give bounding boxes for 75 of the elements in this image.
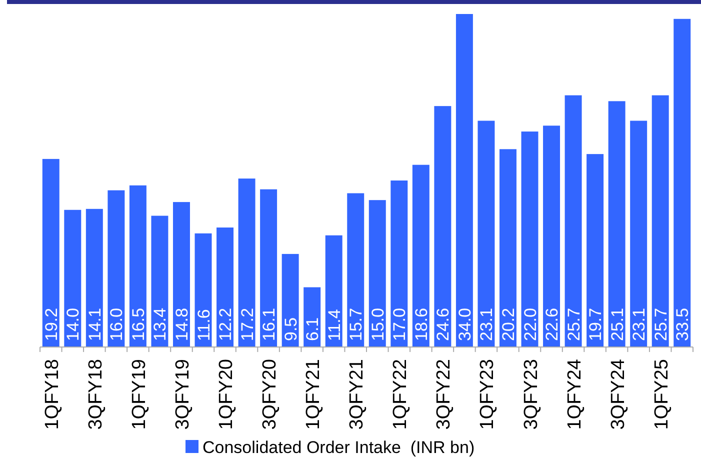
data-label: 25.7 (651, 308, 670, 341)
data-label: 14.0 (64, 308, 83, 341)
x-tick-label: 3QFY18 (85, 359, 106, 430)
bar (586, 154, 604, 347)
bar (260, 189, 278, 347)
bar (238, 178, 256, 347)
bar (325, 235, 342, 347)
bar (543, 126, 560, 347)
x-tick-label: 1QFY21 (303, 359, 324, 430)
x-tick-label: 3QFY20 (260, 359, 281, 430)
data-label: 20.2 (498, 308, 518, 341)
data-label: 22.0 (520, 308, 540, 341)
x-tick-label: 1QFY20 (216, 359, 238, 430)
bar (86, 208, 103, 347)
bar (652, 95, 669, 347)
data-label: 16.5 (128, 308, 148, 341)
data-label: 23.1 (630, 308, 649, 341)
bar (390, 180, 408, 347)
x-tick-label: 1QFY24 (564, 358, 586, 430)
data-label: 12.2 (216, 308, 236, 341)
bar (521, 132, 538, 347)
bar (108, 190, 125, 347)
bar (478, 120, 495, 347)
data-label: 24.6 (434, 308, 453, 341)
bar (368, 200, 386, 347)
x-tick-label: 1QFY23 (477, 359, 498, 430)
x-tick-label: 1QFY22 (390, 359, 412, 430)
data-label: 16.0 (107, 308, 126, 341)
bar (64, 210, 82, 347)
data-label: 17.2 (238, 308, 257, 341)
bar (630, 120, 648, 347)
data-label: 34.0 (455, 308, 474, 341)
bar (456, 14, 473, 347)
data-label: 17.0 (390, 308, 410, 341)
x-tick-label: 1QFY19 (128, 359, 150, 430)
x-tick-label: 1QFY18 (42, 359, 63, 430)
data-label: 13.4 (150, 308, 170, 341)
bar (608, 101, 626, 347)
data-label: 11.4 (324, 309, 344, 341)
bar (129, 185, 146, 347)
data-label: 33.5 (673, 308, 692, 341)
data-label: 11.6 (194, 309, 214, 341)
data-label: 19.2 (42, 308, 61, 341)
bar (564, 95, 582, 347)
x-tick-label: 3QFY23 (520, 359, 542, 430)
data-label: 16.1 (260, 308, 279, 341)
bar (172, 202, 190, 347)
data-label: 14.1 (85, 308, 104, 341)
data-label: 14.8 (172, 308, 192, 341)
data-label: 19.7 (586, 308, 606, 341)
x-tick-label: 1QFY25 (651, 359, 672, 430)
legend-label: Consolidated Order Intake (INR bn) (202, 438, 475, 457)
data-label: 15.7 (346, 308, 366, 341)
x-tick-label: 3QFY24 (608, 358, 629, 430)
bar (151, 216, 168, 347)
bar (347, 193, 364, 347)
data-label: 6.1 (303, 317, 322, 341)
data-label: 25.1 (608, 308, 627, 341)
x-tick-label: 3QFY22 (434, 359, 455, 430)
data-label: 15.0 (368, 308, 388, 341)
bar (216, 228, 234, 347)
bar (42, 158, 60, 347)
bar (282, 254, 299, 347)
x-tick-label: 3QFY19 (172, 359, 194, 430)
bar (194, 233, 212, 347)
data-label: 22.6 (542, 308, 562, 341)
bar (499, 149, 516, 347)
bar (674, 18, 691, 347)
data-label: 23.1 (477, 308, 496, 341)
x-tick-label: 3QFY21 (346, 359, 368, 430)
bar (412, 164, 430, 347)
bar (434, 106, 452, 347)
data-label: 18.6 (412, 308, 431, 341)
data-label: 25.7 (564, 308, 584, 341)
data-label: 9.5 (281, 317, 300, 341)
